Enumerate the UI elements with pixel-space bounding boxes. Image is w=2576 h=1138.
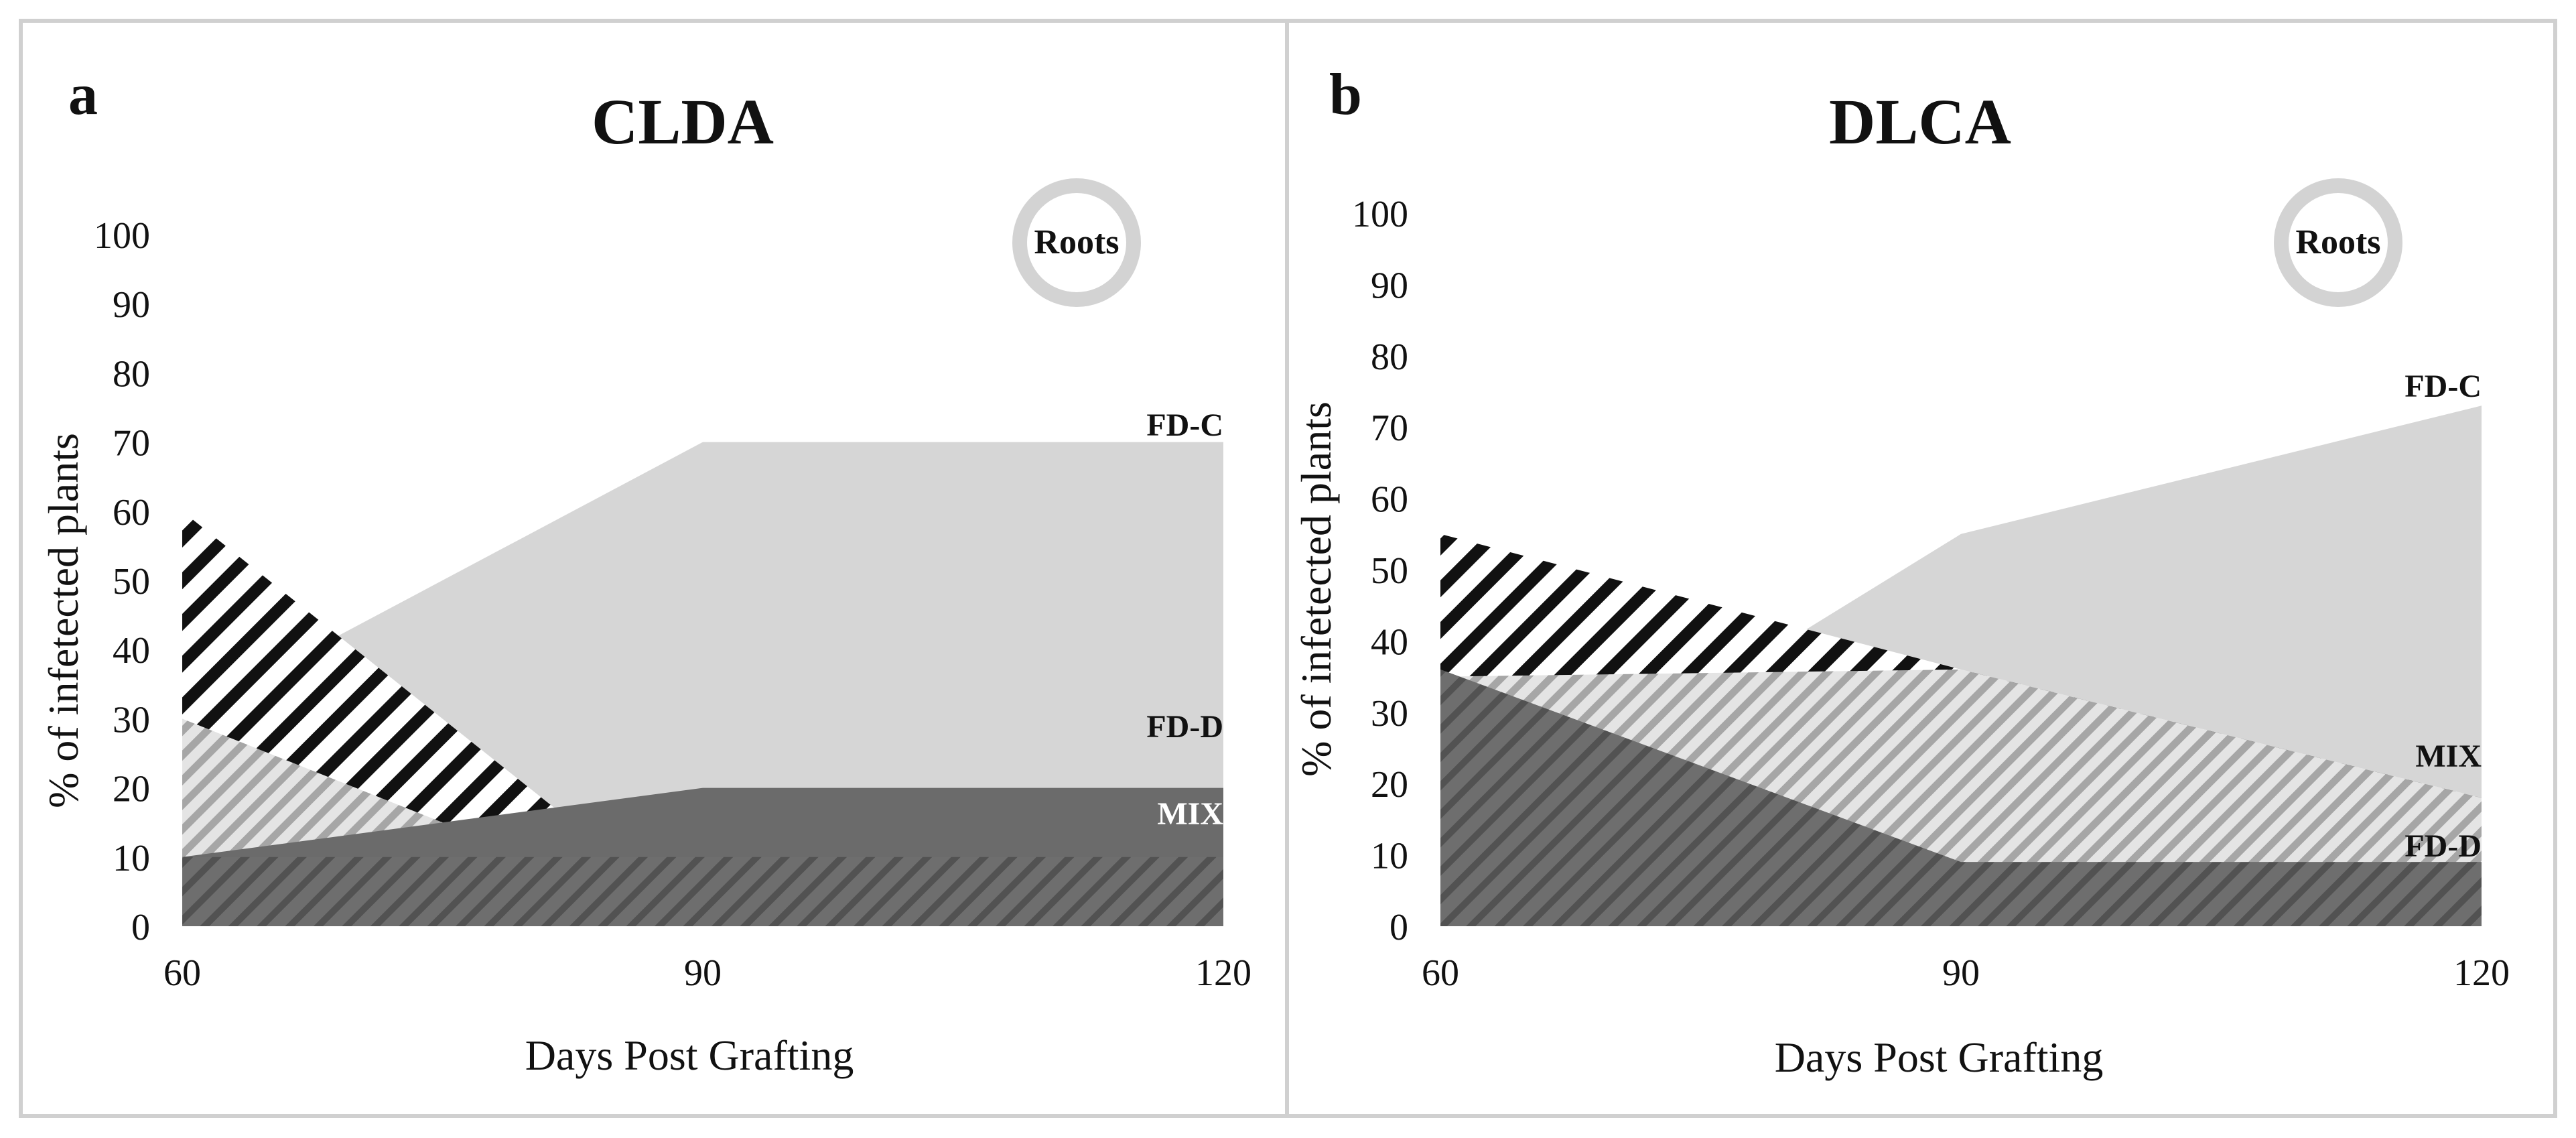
- chart-b-ytick: 90: [1371, 265, 1408, 306]
- chart-b-area-4: [1440, 669, 2482, 926]
- chart-b-ytick: 30: [1371, 693, 1408, 735]
- chart-b-ytick: 40: [1371, 621, 1408, 663]
- chart-a-label-fdd: FD-D: [1146, 709, 1223, 745]
- chart-b-svg: 0 10 20 30 40 50 60 70 80 90 100 60 90 120 b DLCA Roo…: [1292, 62, 2510, 1081]
- chart-b-ytick: 60: [1371, 479, 1408, 521]
- chart-a-svg: 0 10 20 30 40 50 60 70 80 90 100 60 90 120 a CLDA Roo…: [40, 62, 1251, 1079]
- chart-b-ytick: 20: [1371, 764, 1408, 806]
- chart-a-ytick: 90: [113, 284, 150, 326]
- chart-b-areas: [1440, 405, 2482, 926]
- chart-a-area-1: [182, 511, 1223, 926]
- chart-panel-b: 0 10 20 30 40 50 60 70 80 90 100 60 90 120 b DLCA Roo…: [1285, 19, 2557, 1118]
- chart-b-ytick: 70: [1371, 407, 1408, 449]
- chart-a-title: CLDA: [592, 86, 774, 157]
- chart-a-ytick: 10: [113, 838, 150, 879]
- chart-a-ytick: 0: [131, 907, 150, 948]
- chart-a-area-4: [182, 857, 1223, 926]
- chart-b-ytick: 10: [1371, 836, 1408, 877]
- chart-a-xtick: 120: [1195, 952, 1251, 994]
- chart-b-xtick: 90: [1942, 952, 1980, 994]
- chart-a-ytick: 70: [113, 423, 150, 464]
- chart-a-roots-label: Roots: [1034, 223, 1119, 261]
- chart-b-ytick: 0: [1389, 907, 1408, 948]
- chart-a-xtick: 60: [163, 952, 201, 994]
- chart-panel-a: 0 10 20 30 40 50 60 70 80 90 100 60 90 120 a CLDA Roo…: [19, 19, 1292, 1118]
- chart-a-roots-badge: [1012, 178, 1141, 307]
- chart-b-roots-badge: [2274, 178, 2402, 307]
- chart-b-ytick: 80: [1371, 336, 1408, 378]
- chart-a-xlabel: Days Post Grafting: [525, 1031, 854, 1079]
- chart-b-ylabel: % of infetected plants: [1292, 401, 1340, 777]
- panel-letter-a: a: [68, 62, 98, 127]
- chart-a-ytick: 30: [113, 699, 150, 741]
- chart-a-areas: [182, 442, 1223, 926]
- chart-a-label-mix: MIX: [1157, 796, 1223, 832]
- chart-a-ytick: 80: [113, 353, 150, 395]
- panel-letter-b: b: [1329, 62, 1362, 127]
- chart-b-title: DLCA: [1829, 86, 2011, 157]
- chart-b-xtick: 120: [2453, 952, 2510, 994]
- chart-a-ytick: 60: [113, 492, 150, 533]
- chart-a-axis-ticks: 0 10 20 30 40 50 60 70 80 90 100 60 90 120: [94, 215, 1251, 994]
- chart-a-ylabel: % of infetected plants: [40, 433, 87, 808]
- chart-b-ytick: 100: [1352, 194, 1408, 235]
- chart-b-roots-label: Roots: [2295, 223, 2380, 261]
- chart-b-label-fdc: FD-C: [2404, 369, 2482, 404]
- chart-a-ytick: 50: [113, 561, 150, 603]
- chart-b-xlabel: Days Post Grafting: [1775, 1033, 2104, 1081]
- chart-b-label-fdd: FD-D: [2404, 828, 2482, 864]
- chart-b-label-mix: MIX: [2415, 739, 2482, 774]
- chart-b-ytick: 50: [1371, 550, 1408, 592]
- chart-a-ytick: 20: [113, 769, 150, 810]
- chart-a-label-fdc: FD-C: [1146, 407, 1223, 443]
- chart-b-axis-ticks: 0 10 20 30 40 50 60 70 80 90 100 60 90 120: [1352, 194, 2510, 994]
- chart-a-ytick: 40: [113, 630, 150, 672]
- chart-a-ytick: 100: [94, 215, 150, 257]
- chart-a-xtick: 90: [684, 952, 722, 994]
- chart-b-xtick: 60: [1422, 952, 1459, 994]
